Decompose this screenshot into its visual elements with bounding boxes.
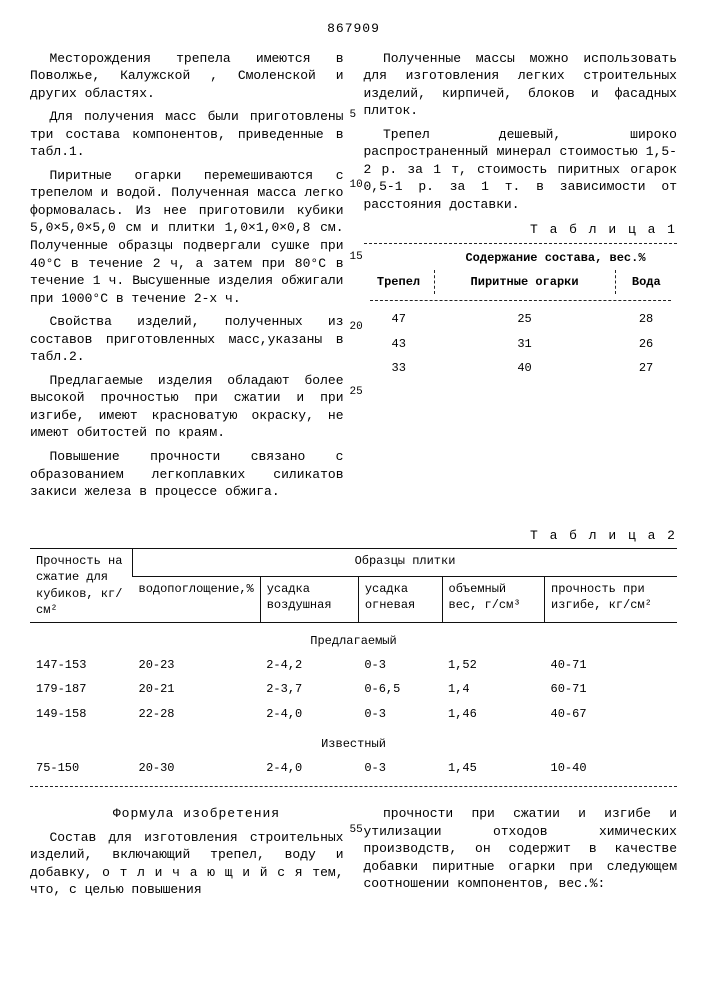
line-number: 25 [350,385,363,400]
table-row: 147-15320-232-4,20-31,5240-71 [30,653,677,677]
paragraph: Пиритные огарки перемешиваются с трепело… [30,167,344,307]
paragraph: Полученные массы можно использовать для … [364,50,678,120]
patent-number: 867909 [30,20,677,38]
paragraph: Для получения масс были приготовлены три… [30,108,344,161]
group-label: Предлагаемый [30,622,677,653]
table2: Прочность на сжатие для кубиков, кг/см² … [30,548,677,780]
table1-superheader: Содержание состава, вес.% [434,246,677,270]
divider [370,300,672,301]
line-number: 10 [350,178,363,193]
line-number: 55 [350,823,363,838]
table2-span-header: Образцы плитки [133,549,678,577]
table1: Содержание состава, вес.% Трепел Пиритны… [364,246,678,380]
divider [30,786,677,787]
formula-left: Формула изобретения Состав для изготовле… [30,805,344,905]
table-row: 149-15822-282-4,00-31,4640-67 [30,702,677,726]
table2-col0: Прочность на сжатие для кубиков, кг/см² [30,549,133,623]
paragraph: Предлагаемые изделия обладают более высо… [30,372,344,442]
table-row: 179-18720-212-3,70-6,51,460-71 [30,677,677,701]
paragraph: Состав для изготовления строительных изд… [30,829,344,899]
table2-col: прочность при изгибе, кг/см² [545,577,677,623]
line-number: 20 [350,320,363,335]
table2-col: усадка огневая [358,577,442,623]
table2-col: водопоглощение,% [133,577,261,623]
formula-section: Формула изобретения Состав для изготовле… [30,805,677,905]
table2-wrap: Т а б л и ц а 2 Прочность на сжатие для … [30,527,677,787]
left-column: Месторождения трепела имеются в Поволжье… [30,50,344,507]
paragraph: Месторождения трепела имеются в Поволжье… [30,50,344,103]
line-number: 5 [350,108,357,123]
table2-col: усадка воздушная [260,577,358,623]
paragraph: Свойства изделий, полученных из составов… [30,313,344,366]
line-number: 15 [350,250,363,265]
formula-right: 55 прочности при сжатии и изгибе и утили… [364,805,678,905]
table2-col: объемный вес, г/см³ [442,577,545,623]
paragraph: Повышение прочности связано с образовани… [30,448,344,501]
table-row: 75-15020-302-4,00-31,4510-40 [30,756,677,780]
divider [364,243,678,244]
formula-title: Формула изобретения [30,805,344,823]
table-row: 47 25 28 [364,307,678,331]
group-label: Известный [30,726,677,756]
two-column-body: Месторождения трепела имеются в Поволжье… [30,50,677,507]
table1-col: Вода [615,270,677,294]
paragraph: Трепел дешевый, широко распространенный … [364,126,678,214]
table1-label: Т а б л и ц а 1 [364,221,678,239]
paragraph: прочности при сжатии и изгибе и утилизац… [364,805,678,893]
table2-label: Т а б л и ц а 2 [30,527,677,545]
table-row: 33 40 27 [364,356,678,380]
right-column: 5 10 15 20 25 Полученные массы можно исп… [364,50,678,507]
table-row: 43 31 26 [364,332,678,356]
table1-col: Пиритные огарки [434,270,615,294]
table1-col: Трепел [364,270,435,294]
